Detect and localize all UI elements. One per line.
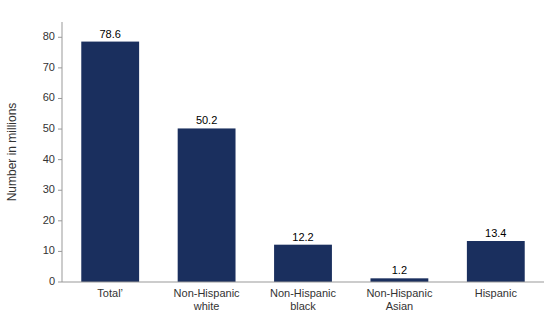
x-tick-label-line: Non-Hispanic [174, 287, 241, 299]
data-label: 13.4 [485, 227, 506, 239]
x-tick-label: Non-HispanicAsian [366, 287, 433, 312]
data-label: 1.2 [392, 264, 407, 276]
x-tick-label-line: Non-Hispanic [366, 287, 433, 299]
data-label: 12.2 [292, 231, 313, 243]
y-tick-label: 30 [43, 183, 55, 195]
x-tick-label: Non-Hispanicblack [270, 287, 337, 312]
bars [81, 42, 524, 282]
y-tick [58, 220, 62, 221]
y-axis-label: Number in millions [5, 103, 19, 202]
data-label: 78.6 [99, 28, 120, 40]
x-tick-label-line: Asian [386, 300, 414, 312]
y-tick [58, 129, 62, 130]
x-tick-label: Non-Hispanicwhite [174, 287, 241, 312]
y-tick [58, 67, 62, 68]
y-tick-label: 20 [43, 214, 55, 226]
y-tick-label: 50 [43, 122, 55, 134]
y-tick-label: 40 [43, 153, 55, 165]
y-tick [58, 98, 62, 99]
y-tick-label: 60 [43, 91, 55, 103]
y-tick-label: 80 [43, 30, 55, 42]
y-tick [58, 159, 62, 160]
x-tick-label-line: Non-Hispanic [270, 287, 337, 299]
y-tick [58, 190, 62, 191]
bar [467, 241, 525, 282]
x-tick-label-line: Total’ [97, 287, 123, 299]
y-tick [58, 37, 62, 38]
y-axis-line [62, 22, 63, 282]
x-tick-label: Hispanic [475, 287, 518, 299]
chart: 01020304050607080Total’Non-Hispanicwhite… [0, 0, 560, 326]
y-tick [58, 282, 62, 283]
x-tick-label: Total’ [97, 287, 123, 299]
y-tick [58, 251, 62, 252]
y-tick-label: 0 [49, 275, 55, 287]
bar [81, 42, 139, 282]
x-tick-label-line: Hispanic [475, 287, 518, 299]
y-tick-label: 70 [43, 61, 55, 73]
bar [274, 245, 332, 282]
bar [370, 278, 428, 282]
x-tick-label-line: black [290, 300, 316, 312]
y-tick-label: 10 [43, 244, 55, 256]
data-label: 50.2 [196, 114, 217, 126]
x-axis-line [62, 282, 544, 283]
x-tick-label-line: white [193, 300, 220, 312]
bar [178, 128, 236, 282]
